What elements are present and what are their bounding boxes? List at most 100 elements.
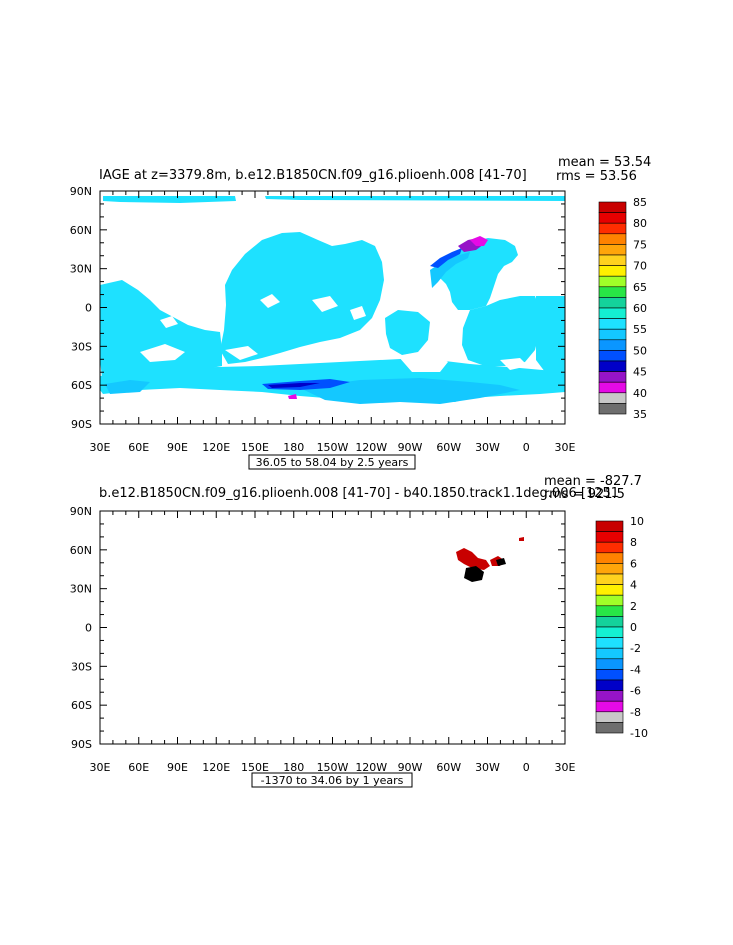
top-y-ticks: 90N 60N 30N 0 30S 60S 90S xyxy=(70,185,565,431)
colorbar-label: 35 xyxy=(633,408,647,421)
colorbar-swatch xyxy=(598,265,627,277)
top-indian-ocean xyxy=(100,280,222,386)
top-arctic-strip xyxy=(103,196,565,203)
colorbar-swatch xyxy=(598,350,627,362)
x-tick-label: 90E xyxy=(167,441,188,454)
colorbar-swatch xyxy=(595,647,624,660)
top-deep-indian xyxy=(105,380,150,394)
colorbar-swatch xyxy=(595,669,624,681)
y-tick-label: 60N xyxy=(70,224,92,237)
x-tick-label: 90W xyxy=(398,441,423,454)
colorbar-swatch xyxy=(598,222,627,235)
colorbar-swatch xyxy=(598,212,627,224)
bottom-mean-label: mean = -827.7 xyxy=(544,474,642,489)
colorbar-swatch xyxy=(598,381,627,394)
x-tick-label: 120E xyxy=(202,441,230,454)
top-rms-label: rms = 53.56 xyxy=(556,169,637,184)
top-labrador-blue xyxy=(430,248,462,268)
y-tick-label: 0 xyxy=(85,302,92,315)
y-tick-label: 30N xyxy=(70,263,92,276)
bottom-title: b.e12.B1850CN.f09_g16.plioenh.008 [41-70… xyxy=(99,486,619,501)
top-eastern-indian xyxy=(536,296,565,376)
x-tick-label: 120E xyxy=(202,761,230,774)
y-tick-label: 90N xyxy=(70,505,92,518)
top-range-box xyxy=(248,454,416,470)
x-tick-label: 60W xyxy=(436,761,461,774)
colorbar-swatch xyxy=(598,328,627,341)
colorbar-swatch xyxy=(595,626,624,638)
colorbar-label: -4 xyxy=(630,663,641,676)
y-tick-label: 30N xyxy=(70,583,92,596)
colorbar-label: 80 xyxy=(633,217,647,230)
x-tick-label: 180 xyxy=(283,441,304,454)
x-tick-label: 30E xyxy=(555,441,576,454)
x-tick-label: 0 xyxy=(523,761,530,774)
colorbar-label: 70 xyxy=(633,260,647,273)
top-title: IAGE at z=3379.8m, b.e12.B1850CN.f09_g16… xyxy=(99,168,527,183)
x-tick-label: 90W xyxy=(398,761,423,774)
colorbar-swatch xyxy=(595,605,624,617)
colorbar-swatch xyxy=(598,244,627,256)
top-panel: IAGE at z=3379.8m, b.e12.B1850CN.f09_g16… xyxy=(70,155,651,470)
top-mean-label: mean = 53.54 xyxy=(558,155,651,170)
colorbar-label: 65 xyxy=(633,281,647,294)
x-tick-label: 30E xyxy=(90,441,111,454)
colorbar-label: 8 xyxy=(630,536,637,549)
x-tick-label: 60E xyxy=(128,441,149,454)
colorbar-swatch xyxy=(598,360,627,372)
y-tick-label: 60S xyxy=(71,379,92,392)
top-x-ticks: 30E 60E 90E 120E 150E 180 150W 120W 90W 60W 30W 0 30… xyxy=(90,191,576,454)
colorbar-label: 75 xyxy=(633,238,647,251)
x-tick-label: 180 xyxy=(283,761,304,774)
colorbar-swatch xyxy=(595,584,624,596)
colorbar-label: 2 xyxy=(630,600,637,613)
top-atlantic-south xyxy=(462,296,540,366)
bottom-range-label: -1370 to 34.06 by 1 years xyxy=(261,774,404,787)
x-tick-label: 150E xyxy=(241,441,269,454)
x-tick-label: 60W xyxy=(436,441,461,454)
x-tick-label: 30E xyxy=(90,761,111,774)
colorbar-swatch xyxy=(598,254,627,266)
top-land-mask-1 xyxy=(140,294,366,362)
top-land-mask-2 xyxy=(398,350,528,372)
y-tick-label: 30S xyxy=(71,340,92,353)
x-tick-label: 150W xyxy=(317,441,349,454)
bottom-black-patch xyxy=(464,566,484,582)
colorbar-label: 40 xyxy=(633,387,647,400)
y-tick-label: 0 xyxy=(85,622,92,635)
bottom-colorbar: 10 8 6 4 2 0 -2 -4 -6 -8 -10 xyxy=(595,515,648,740)
y-tick-label: 60N xyxy=(70,544,92,557)
top-ross-magenta xyxy=(288,394,297,399)
x-tick-label: 0 xyxy=(523,441,530,454)
bottom-y-ticks: 90N 60N 30N 0 30S 60S 90S xyxy=(70,505,565,751)
y-tick-label: 90N xyxy=(70,185,92,198)
bottom-range-box xyxy=(251,772,413,788)
colorbar-label: -10 xyxy=(630,727,648,740)
colorbar-swatch xyxy=(598,286,627,298)
colorbar-swatch xyxy=(598,403,627,415)
colorbar-label: 85 xyxy=(633,196,647,209)
colorbar-swatch xyxy=(598,371,627,383)
colorbar-label: -6 xyxy=(630,685,641,698)
bottom-x-ticks: 30E 60E 90E 120E 150E 180 150W 120W 90W 60W 30W 0 30… xyxy=(90,511,576,774)
y-tick-label: 90S xyxy=(71,738,92,751)
colorbar-swatch xyxy=(595,573,624,585)
colorbar-swatch xyxy=(595,563,624,575)
top-ocean-field xyxy=(100,196,565,404)
colorbar-swatch xyxy=(595,658,624,670)
colorbar-label: 6 xyxy=(630,557,637,570)
top-labrador-magenta xyxy=(470,236,488,246)
x-tick-label: 30E xyxy=(555,761,576,774)
bottom-black-patch-east xyxy=(496,558,506,566)
colorbar-swatch xyxy=(595,700,624,713)
y-tick-label: 90S xyxy=(71,418,92,431)
bottom-plot-frame xyxy=(99,510,566,745)
colorbar-swatch xyxy=(595,594,624,607)
colorbar-label: 45 xyxy=(633,366,647,379)
x-tick-label: 90E xyxy=(167,761,188,774)
colorbar-swatch xyxy=(598,233,627,245)
bottom-difference-field xyxy=(456,537,524,582)
x-tick-label: 150W xyxy=(317,761,349,774)
x-tick-label: 30W xyxy=(475,441,500,454)
